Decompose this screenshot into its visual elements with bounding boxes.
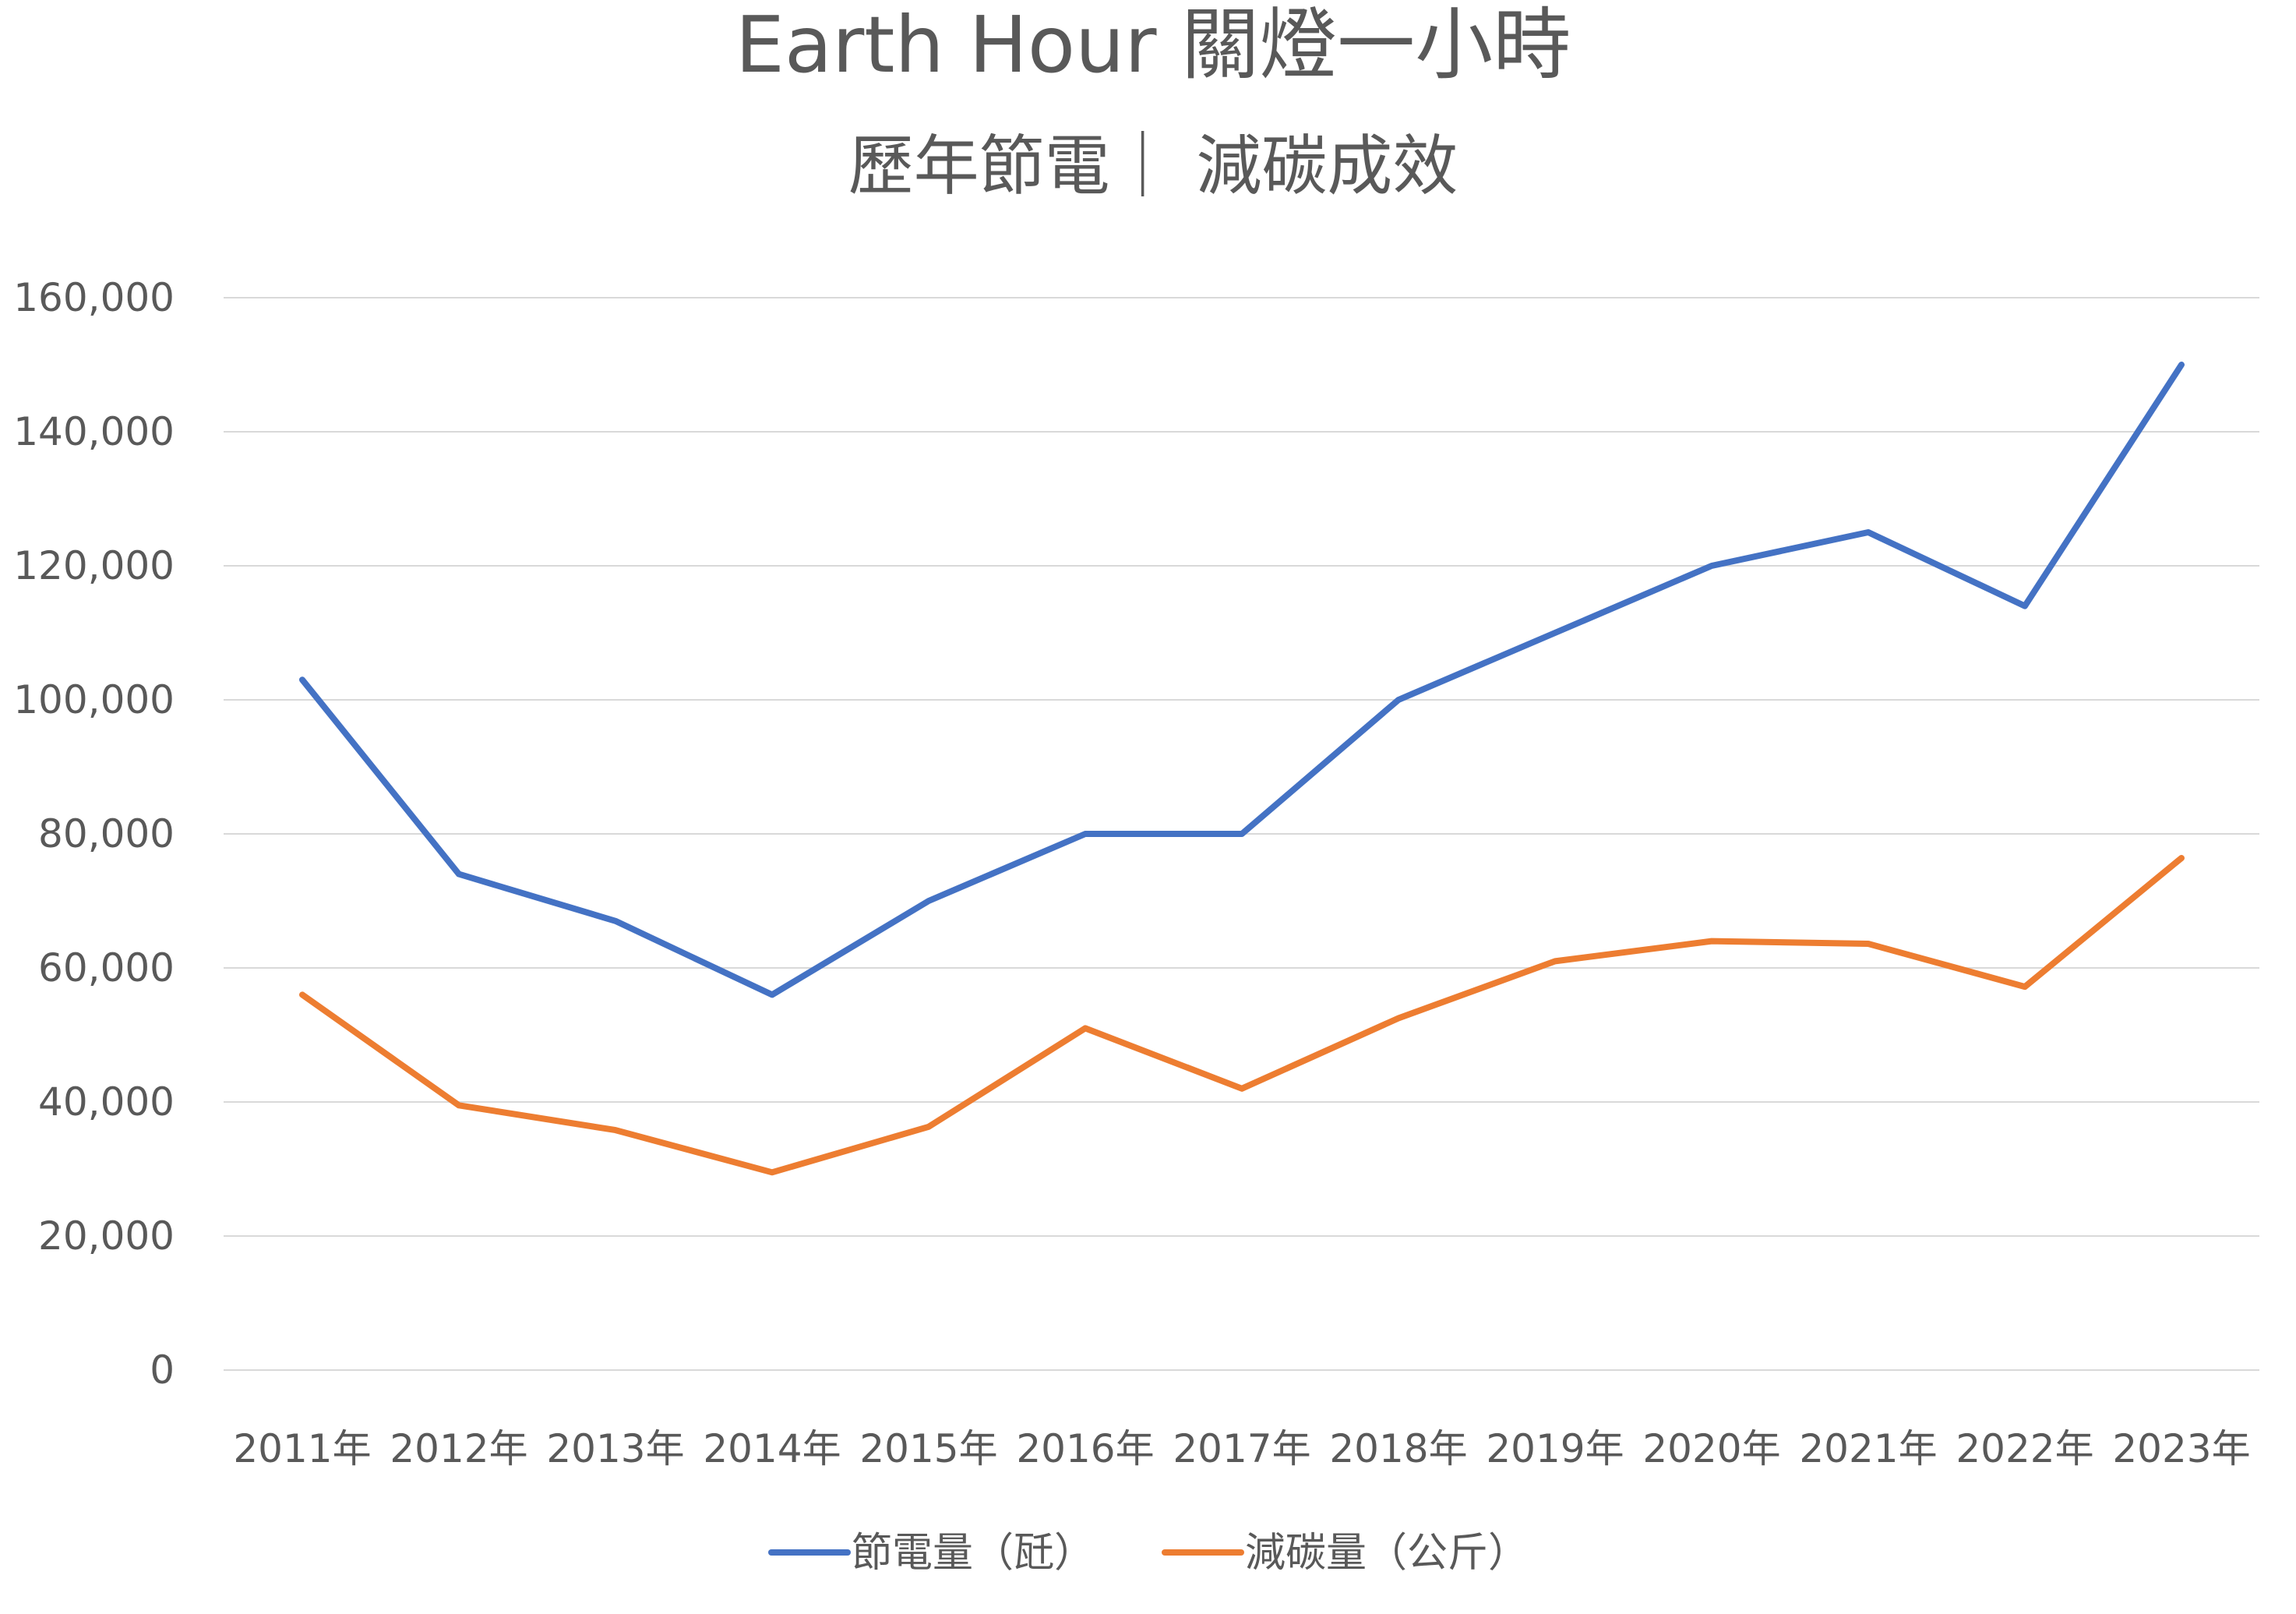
x-tick-label: 2019年 [1486, 1426, 1624, 1471]
y-tick-label: 160,000 [13, 275, 175, 320]
x-tick-label: 2021年 [1799, 1426, 1937, 1471]
legend-label: 減碳量（公斤） [1245, 1530, 1529, 1577]
x-tick-label: 2017年 [1173, 1426, 1310, 1471]
series-line-1 [299, 855, 2185, 1176]
x-tick-label: 2022年 [1956, 1426, 2093, 1471]
y-tick-label: 120,000 [13, 543, 175, 588]
x-tick-label: 2013年 [546, 1426, 684, 1471]
x-tick-label: 2015年 [859, 1426, 997, 1471]
series-lines [299, 362, 2185, 1176]
x-tick-label: 2014年 [703, 1426, 841, 1471]
chart-title: Earth Hour 關燈一小時 [735, 0, 1571, 90]
x-tick-label: 2011年 [233, 1426, 371, 1471]
x-tick-label: 2020年 [1642, 1426, 1780, 1471]
chart-subtitle: 歷年節電｜ 減碳成效 [848, 128, 1458, 204]
y-tick-label: 40,000 [38, 1079, 175, 1125]
y-axis-ticks: 0 20,000 40,000 60,000 80,000 100,000 120,000 1… [13, 275, 175, 1393]
y-tick-label: 80,000 [38, 811, 175, 856]
x-tick-label: 2016年 [1016, 1426, 1154, 1471]
x-axis-ticks: 2011年 2012年 2013年 2014年 2015年 2016年 2017年 2018年… [233, 1426, 2250, 1471]
series-line-0 [299, 362, 2185, 998]
y-tick-label: 0 [150, 1347, 175, 1393]
y-tick-label: 100,000 [13, 677, 175, 722]
y-tick-label: 20,000 [38, 1213, 175, 1259]
y-tick-label: 60,000 [38, 945, 175, 991]
legend: 節電量（瓩） 減碳量（公斤） [768, 1530, 1529, 1577]
x-tick-label: 2012年 [390, 1426, 527, 1471]
y-tick-label: 140,000 [13, 409, 175, 454]
x-tick-label: 2018年 [1329, 1426, 1467, 1471]
legend-label: 節電量（瓩） [852, 1530, 1095, 1577]
x-tick-label: 2023年 [2112, 1426, 2250, 1471]
